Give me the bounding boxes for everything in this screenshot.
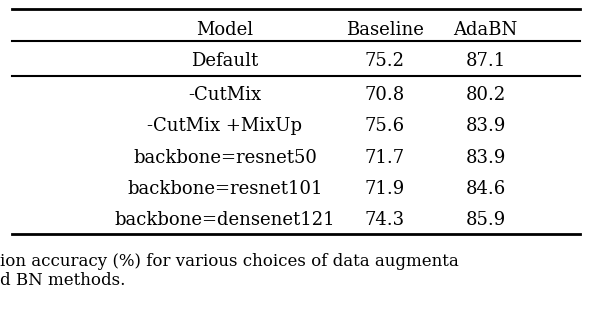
Text: backbone=resnet101: backbone=resnet101 <box>127 180 323 198</box>
Text: 75.2: 75.2 <box>365 52 405 70</box>
Text: Model: Model <box>197 21 253 39</box>
Text: 71.9: 71.9 <box>365 180 405 198</box>
Text: 71.7: 71.7 <box>365 149 405 167</box>
Text: 75.6: 75.6 <box>365 117 405 135</box>
Text: 80.2: 80.2 <box>465 86 506 104</box>
Text: 83.9: 83.9 <box>465 117 506 135</box>
Text: AdaBN: AdaBN <box>453 21 517 39</box>
Text: 87.1: 87.1 <box>465 52 506 70</box>
Text: 85.9: 85.9 <box>465 211 506 229</box>
Text: Default: Default <box>191 52 259 70</box>
Text: Baseline: Baseline <box>346 21 424 39</box>
Text: 74.3: 74.3 <box>365 211 405 229</box>
Text: 84.6: 84.6 <box>465 180 506 198</box>
Text: ion accuracy (%) for various choices of data augmenta
d BN methods.: ion accuracy (%) for various choices of … <box>0 253 459 289</box>
Text: 70.8: 70.8 <box>365 86 405 104</box>
Text: backbone=resnet50: backbone=resnet50 <box>133 149 317 167</box>
Text: 83.9: 83.9 <box>465 149 506 167</box>
Text: -CutMix +MixUp: -CutMix +MixUp <box>147 117 303 135</box>
Text: -CutMix: -CutMix <box>188 86 262 104</box>
Text: backbone=densenet121: backbone=densenet121 <box>115 211 335 229</box>
